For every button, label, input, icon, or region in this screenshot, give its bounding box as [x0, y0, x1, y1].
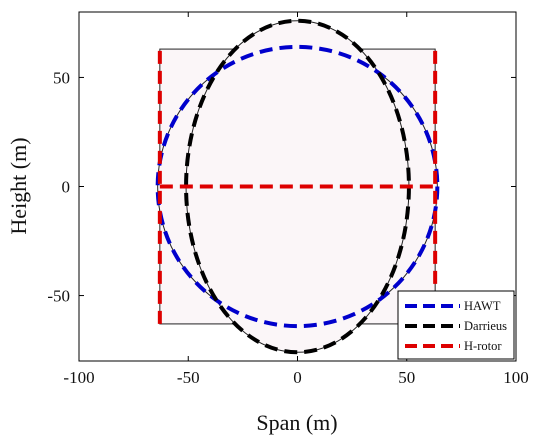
- legend-label-hawt: HAWT: [464, 299, 501, 313]
- x-axis-title: Span (m): [256, 410, 337, 435]
- x-tick-label: 0: [293, 368, 302, 387]
- x-tick-label: -100: [63, 368, 94, 387]
- legend: HAWT Darrieus H-rotor: [397, 290, 515, 360]
- axes-layer: -100 -50 0 50 100 -50 0 50: [47, 12, 529, 387]
- shape-layer: [157, 20, 438, 353]
- series-hawt-outline: [155, 44, 440, 329]
- y-tick-label: 50: [53, 68, 70, 87]
- series-layer: [155, 18, 440, 355]
- x-tick-label: 100: [503, 368, 529, 387]
- legend-box: [397, 290, 515, 360]
- x-tick-label: -50: [177, 368, 200, 387]
- legend-label-h-rotor: H-rotor: [464, 339, 502, 353]
- y-tick-label: 0: [62, 178, 71, 197]
- y-axis-title: Height (m): [6, 137, 31, 234]
- x-tick-label: 50: [398, 368, 415, 387]
- y-tick-label: -50: [47, 287, 70, 306]
- legend-label-darrieus: Darrieus: [464, 319, 507, 333]
